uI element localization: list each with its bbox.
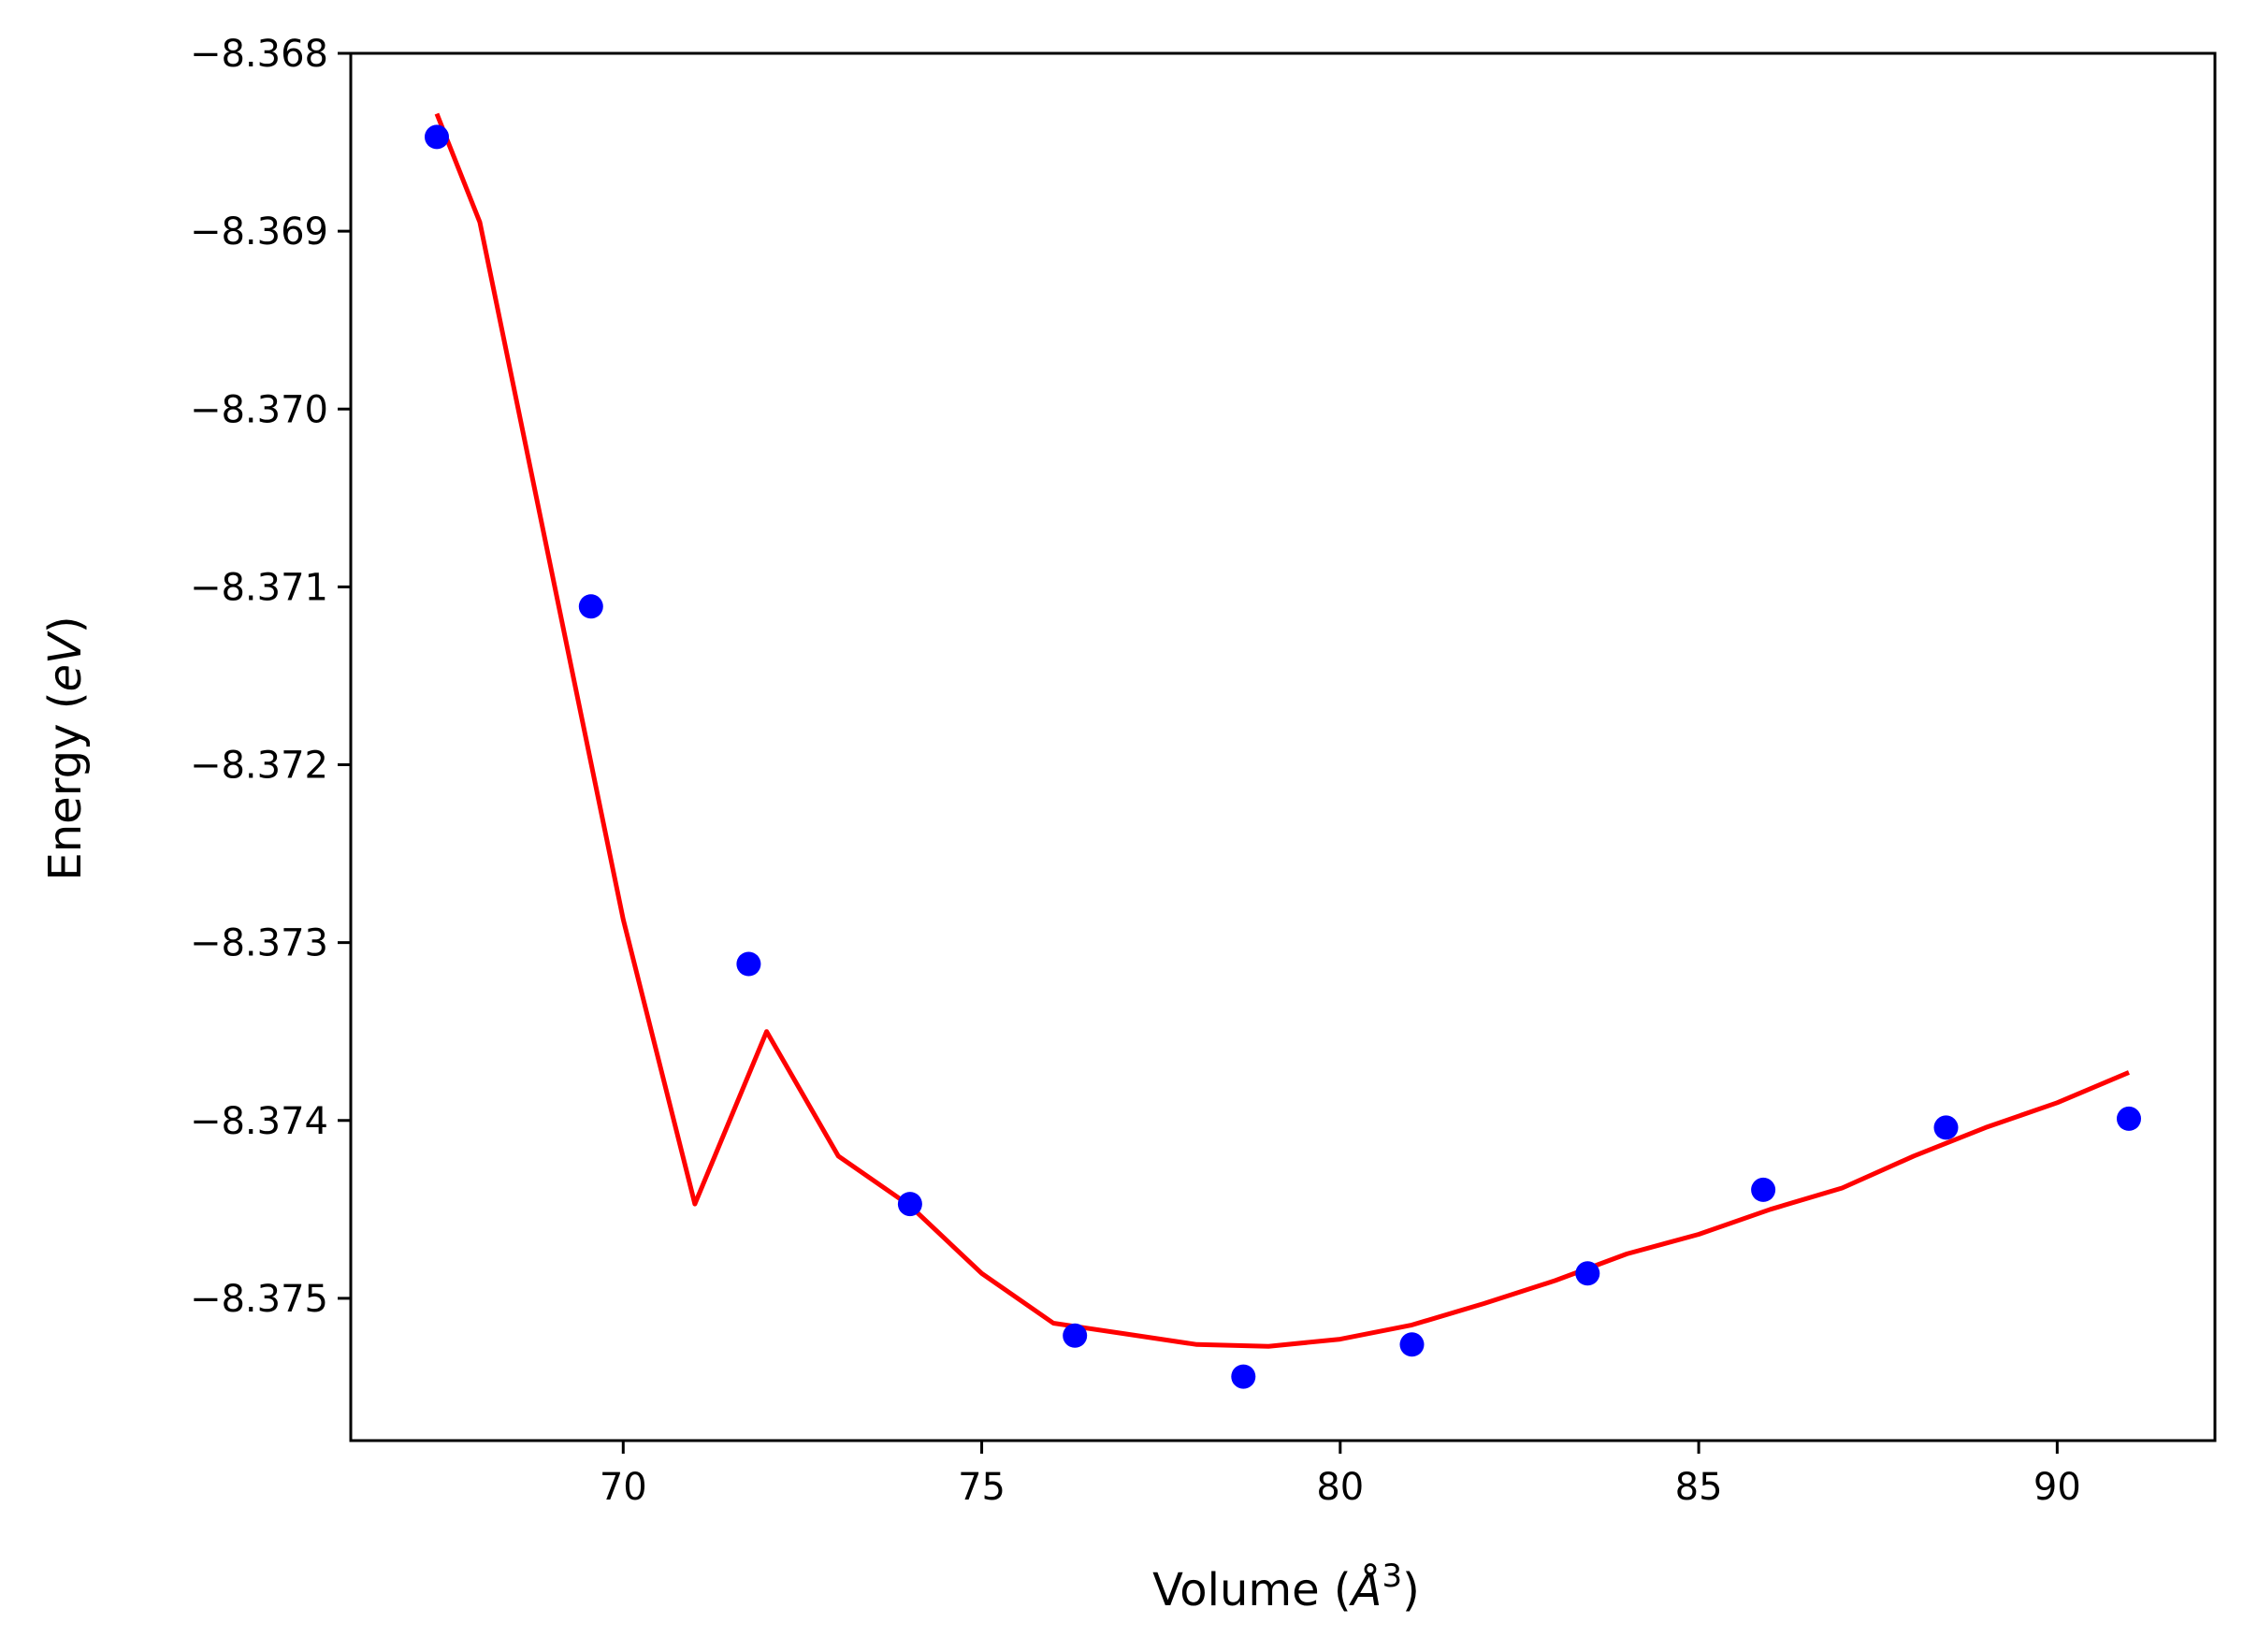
data-point — [897, 1192, 922, 1217]
y-tick-label: −8.373 — [190, 922, 328, 965]
y-tick-label: −8.371 — [190, 566, 328, 609]
x-tick-label: 80 — [1316, 1466, 1364, 1509]
data-point — [1231, 1364, 1256, 1389]
y-axis-title: Energy (eV) — [39, 616, 92, 880]
data-point — [1399, 1332, 1425, 1357]
data-point — [1063, 1323, 1088, 1348]
y-axis-title-unit: eV — [39, 630, 92, 692]
y-tick-label: −8.370 — [190, 388, 328, 431]
data-point — [425, 124, 449, 150]
y-tick-label: −8.368 — [190, 33, 328, 76]
axes-layer: 70 75 80 85 90 −8.368 −8.369 −8.370 −8.371 −8.372… — [190, 33, 2217, 1509]
y-tick-label: −8.372 — [190, 745, 328, 788]
x-tick-label: 85 — [1675, 1466, 1723, 1509]
fit-curve-layer — [434, 112, 2130, 1349]
y-axis-title-prefix: Energy ( — [39, 692, 92, 881]
y-tick-label: −8.369 — [190, 210, 328, 254]
x-axis-title-prefix: Volume ( — [1152, 1564, 1352, 1616]
x-axis-title-suffix: ) — [1402, 1564, 1420, 1616]
y-axis-title-suffix: ) — [39, 616, 92, 633]
y-tick-label: −8.374 — [190, 1100, 328, 1143]
y-tick-label: −8.375 — [190, 1278, 328, 1321]
x-tick-label: 75 — [958, 1466, 1006, 1509]
fit-curve — [434, 112, 2130, 1349]
data-point — [578, 594, 603, 619]
x-axis-title-exponent: 3 — [1382, 1558, 1402, 1595]
data-point — [1575, 1261, 1600, 1286]
x-tick-label: 90 — [2033, 1466, 2081, 1509]
data-point — [736, 951, 761, 977]
x-axis-title: Volume (Å3) — [1152, 1558, 1420, 1616]
data-point — [1933, 1115, 1959, 1140]
plot-frame — [349, 51, 2217, 1442]
data-points-layer — [425, 124, 2141, 1389]
data-point — [1751, 1177, 1776, 1202]
x-axis-title-unit: Å — [1349, 1563, 1382, 1616]
data-point — [2117, 1106, 2141, 1131]
x-tick-label: 70 — [600, 1466, 647, 1509]
